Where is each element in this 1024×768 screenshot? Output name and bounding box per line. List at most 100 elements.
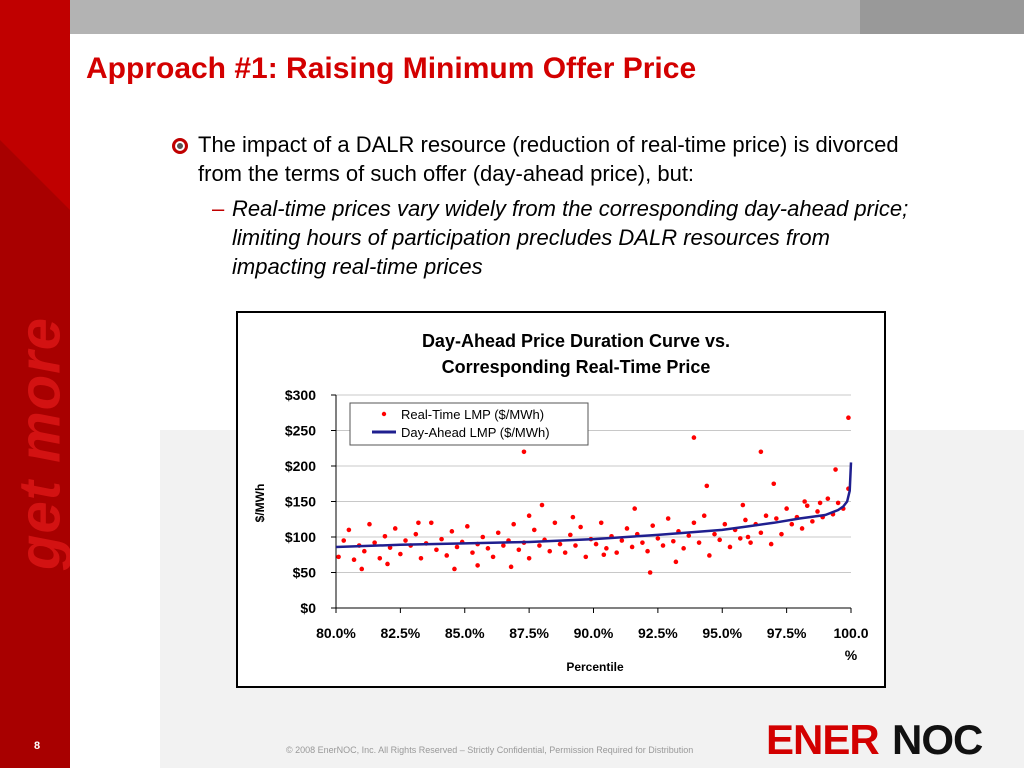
real-time-point [671, 538, 676, 544]
real-time-point [681, 546, 686, 551]
real-time-point [403, 538, 408, 543]
real-time-point [802, 499, 807, 504]
real-time-point [593, 541, 599, 547]
x-axis-label: Percentile [566, 660, 624, 674]
x-tick-label: 82.5% [381, 625, 421, 641]
y-tick-label: $150 [285, 494, 316, 510]
real-time-point [707, 553, 712, 558]
real-time-point [665, 516, 671, 521]
price-duration-chart: Day-Ahead Price Duration Curve vs. Corre… [253, 331, 869, 674]
real-time-point [385, 561, 390, 567]
real-time-point [604, 546, 609, 551]
real-time-point [614, 550, 619, 555]
real-time-point [526, 556, 532, 561]
footer-copyright: © 2008 EnerNOC, Inc. All Rights Reserved… [286, 745, 694, 755]
real-time-point [743, 517, 748, 523]
y-tick-label: $100 [285, 529, 316, 545]
chart-title-line-1: Day-Ahead Price Duration Curve vs. [422, 331, 730, 351]
real-time-point [784, 506, 789, 511]
real-time-point [452, 566, 457, 572]
x-tick-label: 92.5% [638, 625, 678, 641]
real-time-point [367, 521, 372, 527]
real-time-point [774, 516, 779, 521]
x-tick-label: 100.0 [833, 625, 868, 641]
sub-bullet-text: Real-time prices vary widely from the co… [232, 196, 909, 279]
grid-layer [336, 394, 851, 573]
real-time-point [526, 513, 532, 518]
real-time-point [362, 548, 367, 554]
real-time-point [434, 547, 439, 553]
real-time-point [748, 540, 753, 545]
real-time-point [624, 526, 630, 531]
band-shading [0, 140, 70, 768]
real-time-point [418, 556, 424, 561]
real-time-point [346, 527, 352, 533]
real-time-point [413, 531, 419, 537]
real-time-point [691, 435, 697, 440]
real-time-point [341, 538, 347, 543]
real-time-point [416, 520, 421, 526]
real-time-point [557, 541, 563, 547]
real-time-point [632, 506, 637, 511]
real-time-point [470, 550, 475, 555]
real-time-point [799, 526, 805, 531]
real-time-point [570, 514, 576, 520]
real-time-point [485, 546, 491, 551]
real-time-point [392, 526, 398, 531]
real-time-point [717, 537, 722, 543]
real-time-point [833, 467, 838, 472]
left-brand-band: get more 8 [0, 0, 70, 768]
x-tick-label: 80.0% [316, 625, 356, 641]
real-time-point [686, 533, 692, 538]
chart-title-line-2: Corresponding Real-Time Price [442, 357, 711, 377]
y-tick-label: $0 [300, 600, 316, 616]
real-time-point [779, 531, 784, 537]
real-time-point [475, 563, 480, 568]
real-time-point [758, 530, 764, 536]
real-time-point [351, 557, 357, 563]
real-time-point [439, 536, 444, 542]
y-tick-label: $250 [285, 423, 316, 439]
real-time-point [740, 502, 746, 508]
real-time-point [758, 449, 764, 455]
real-time-point [583, 554, 589, 560]
real-time-point [516, 547, 522, 553]
top-bar-accent [860, 0, 1024, 34]
real-time-point [382, 533, 388, 539]
real-time-point [480, 534, 486, 540]
real-time-point [647, 570, 653, 575]
real-time-point [789, 521, 795, 527]
y-tick-label: $50 [293, 565, 317, 581]
real-time-point [490, 554, 496, 560]
real-time-point [763, 513, 769, 518]
real-time-point [511, 521, 516, 527]
bullet-text: The impact of a DALR resource (reduction… [198, 132, 899, 186]
real-time-point [737, 536, 743, 541]
real-time-point [696, 540, 702, 545]
top-bar [70, 0, 860, 34]
real-time-point [640, 540, 645, 545]
real-time-point [727, 544, 733, 550]
real-time-point [377, 556, 383, 561]
x-tick-label: 95.0% [702, 625, 742, 641]
real-time-point [745, 534, 751, 540]
real-time-point [645, 548, 650, 554]
real-time-point [501, 543, 506, 548]
real-time-point [601, 552, 607, 558]
real-time-point [815, 509, 820, 514]
real-time-point [573, 543, 578, 548]
real-time-point [810, 519, 815, 524]
real-time-point [539, 502, 545, 508]
real-time-point [619, 538, 625, 543]
real-time-point [704, 483, 710, 489]
real-time-point [444, 553, 450, 558]
real-time-point [691, 520, 697, 526]
real-time-point [655, 536, 661, 541]
real-time-point [771, 481, 777, 487]
legend-day-ahead-label: Day-Ahead LMP ($/MWh) [401, 425, 550, 440]
real-time-point [398, 551, 403, 557]
real-time-point [454, 544, 460, 550]
real-time-point [660, 543, 666, 548]
real-time-point [552, 520, 558, 526]
real-time-point [712, 531, 717, 537]
